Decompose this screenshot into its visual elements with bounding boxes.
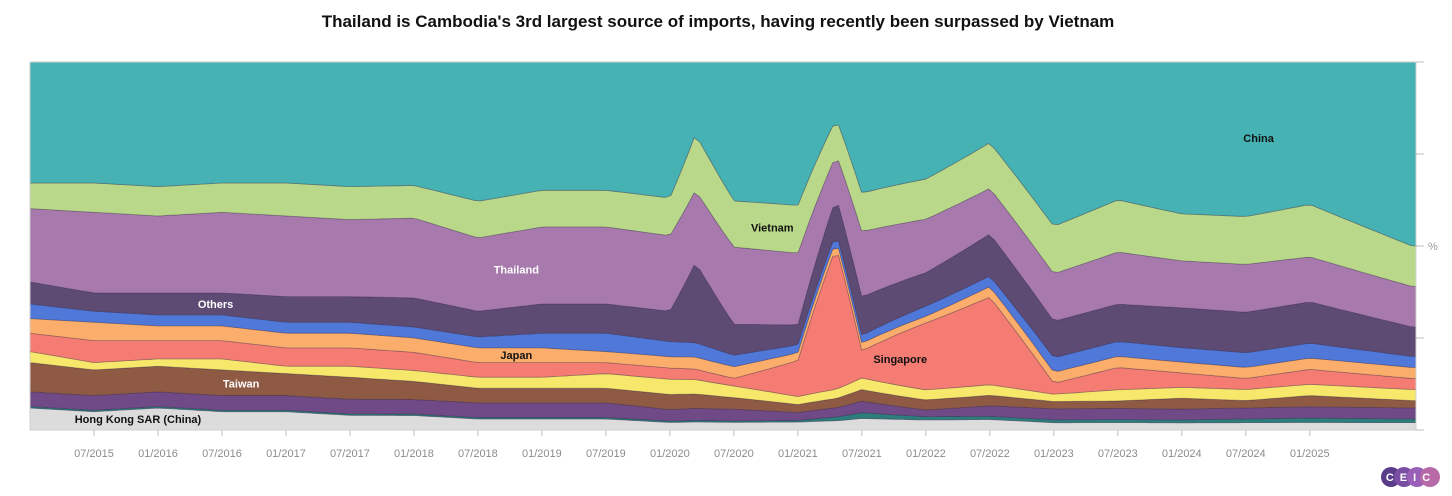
- area-layers: [29, 61, 1417, 431]
- y-unit-label: %: [1428, 241, 1438, 253]
- ceic-logo: CEIC: [1381, 467, 1440, 487]
- series-label-vietnam: Vietnam: [751, 222, 794, 234]
- x-tick-label: 07/2019: [586, 448, 626, 460]
- x-tick-label: 07/2022: [970, 448, 1010, 460]
- series-label-taiwan: Taiwan: [223, 378, 260, 390]
- series-label-thailand: Thailand: [494, 264, 539, 276]
- x-tick-label: 07/2023: [1098, 448, 1138, 460]
- x-tick-label: 01/2017: [266, 448, 306, 460]
- x-tick-label: 01/2018: [394, 448, 434, 460]
- x-tick-label: 07/2018: [458, 448, 498, 460]
- x-tick-label: 07/2017: [330, 448, 370, 460]
- series-label-japan: Japan: [500, 350, 532, 362]
- chart-title: Thailand is Cambodia's 3rd largest sourc…: [321, 12, 1115, 31]
- series-label-singapore: Singapore: [873, 354, 927, 366]
- x-tick-label: 01/2016: [138, 448, 178, 460]
- x-tick-label: 01/2024: [1162, 448, 1202, 460]
- x-tick-label: 01/2025: [1290, 448, 1330, 460]
- x-tick-label: 07/2024: [1226, 448, 1266, 460]
- series-label-china: China: [1243, 133, 1274, 145]
- x-tick-label: 01/2022: [906, 448, 946, 460]
- x-tick-label: 07/2021: [842, 448, 882, 460]
- x-tick-label: 01/2023: [1034, 448, 1074, 460]
- x-tick-label: 01/2021: [778, 448, 818, 460]
- series-labels: Hong Kong SAR (China) Taiwan Singapore Japa…: [75, 133, 1275, 426]
- x-tick-label: 07/2020: [714, 448, 754, 460]
- series-label-others: Others: [198, 299, 233, 311]
- x-tick-label: 07/2016: [202, 448, 242, 460]
- x-tick-label: 01/2019: [522, 448, 562, 460]
- x-axis-ticks: 07/2015 01/2016 07/2016 01/2017 07/2017 01/20…: [74, 430, 1330, 460]
- x-tick-label: 01/2020: [650, 448, 690, 460]
- svg-text:CEIC: CEIC: [1386, 472, 1436, 484]
- x-tick-label: 07/2015: [74, 448, 114, 460]
- axes: %: [29, 61, 1438, 431]
- series-label-hong-kong-sar-china-: Hong Kong SAR (China): [75, 414, 202, 426]
